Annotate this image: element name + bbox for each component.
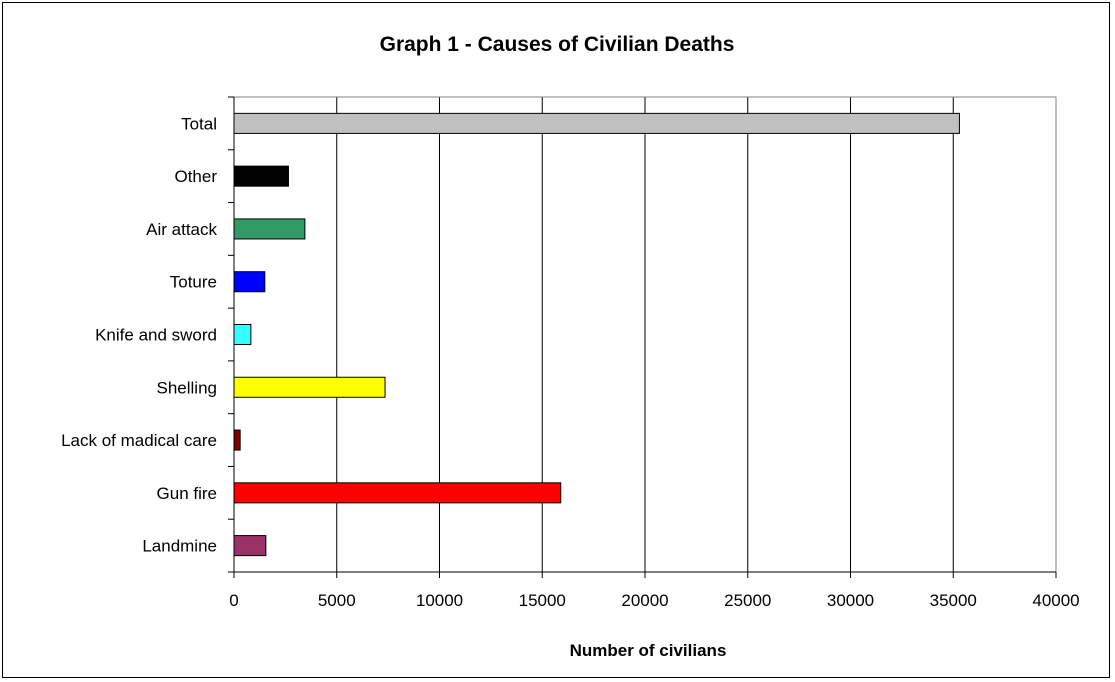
chart-title: Graph 1 - Causes of Civilian Deaths: [379, 33, 735, 56]
y-category-label: Toture: [170, 273, 217, 292]
x-tick-label: 10000: [416, 591, 463, 610]
x-tick-label: 15000: [519, 591, 566, 610]
x-tick-label: 30000: [827, 591, 874, 610]
y-category-label: Other: [174, 167, 217, 186]
bar: [233, 376, 386, 398]
bar: [233, 429, 241, 451]
y-category-label: Gun fire: [157, 484, 217, 503]
bar: [233, 165, 289, 187]
y-category-label: Landmine: [142, 537, 217, 556]
bar: [233, 535, 267, 557]
axes: [228, 96, 1057, 578]
x-tick-labels: 0 5000 10000 15000 20000 25000 30000 35000 40000: [229, 591, 1079, 610]
bar: [233, 482, 562, 504]
x-axis-label: Number of civilians: [569, 641, 727, 660]
bar: [233, 218, 306, 240]
x-tick-label: 5000: [318, 591, 356, 610]
bar: [233, 112, 960, 134]
y-category-labels: Total Other Air attack Toture Knife and swor…: [61, 114, 217, 555]
y-category-label: Total: [181, 114, 217, 133]
y-category-label: Air attack: [146, 220, 217, 239]
y-category-label: Lack of madical care: [61, 431, 217, 450]
y-category-label: Knife and sword: [95, 326, 217, 345]
bar: [233, 323, 252, 346]
x-tick-label: 0: [229, 591, 238, 610]
x-tick-label: 35000: [930, 591, 977, 610]
y-category-label: Shelling: [157, 378, 218, 397]
x-tick-label: 40000: [1032, 591, 1079, 610]
x-tick-label: 20000: [621, 591, 668, 610]
bar: [233, 271, 266, 293]
x-tick-label: 25000: [724, 591, 771, 610]
